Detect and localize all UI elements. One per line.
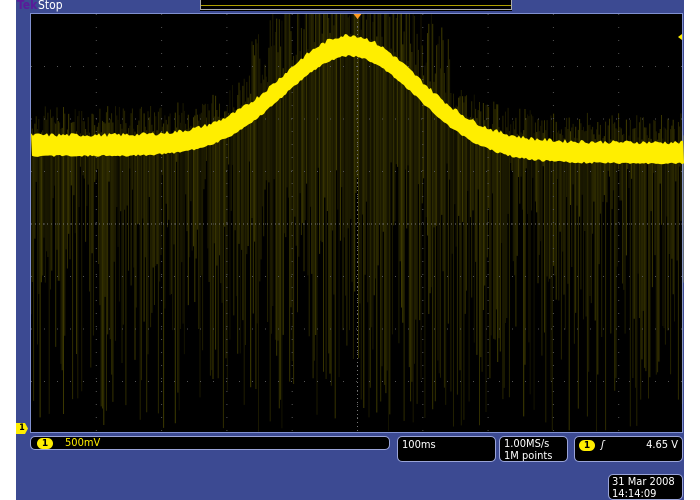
date: 31 Mar 2008 <box>612 475 675 488</box>
waveform-trace <box>31 34 684 165</box>
rising-edge-icon: ʃ <box>601 438 605 451</box>
trigger-readout[interactable]: 1 ʃ 4.65 V <box>574 436 683 462</box>
trigger-position-marker <box>353 14 362 19</box>
scope-frame: Tek Stop 1 1 500mV 100ms 1.00MS/s 1M poin… <box>16 0 684 500</box>
waveform-display <box>31 14 684 434</box>
timebase-readout[interactable]: 100ms <box>397 436 496 462</box>
timebase-scale: 100ms <box>402 438 436 451</box>
acquisition-state: Stop <box>38 0 63 12</box>
acquisition-readout[interactable]: 1.00MS/s 1M points <box>499 436 568 462</box>
record-view-line <box>201 5 511 6</box>
date-time-readout: 31 Mar 2008 14:14:09 <box>608 474 683 500</box>
trigger-level: 4.65 V <box>646 438 678 451</box>
trigger-source-badge: 1 <box>579 440 595 451</box>
record-view-bar <box>200 0 512 11</box>
record-length: 1M points <box>504 449 553 462</box>
record-view-window <box>200 0 512 10</box>
time: 14:14:09 <box>612 487 657 500</box>
tek-logo: Tek <box>17 0 38 12</box>
waveform-graticule <box>30 13 684 434</box>
channel-1-readout[interactable]: 1 500mV <box>30 436 390 450</box>
trigger-level-marker <box>678 34 682 40</box>
channel-scale: 500mV <box>65 436 101 449</box>
status-bar: Tek Stop <box>16 0 684 12</box>
sample-rate: 1.00MS/s <box>504 437 550 450</box>
channel-1-ground-marker[interactable]: 1 <box>16 423 28 434</box>
channel-1-badge: 1 <box>37 438 53 449</box>
